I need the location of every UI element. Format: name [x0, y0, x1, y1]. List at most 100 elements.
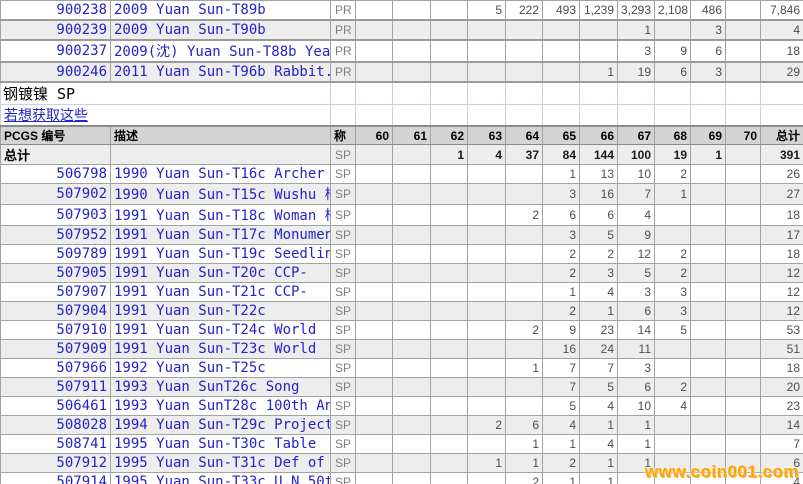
pcgs-number-link[interactable]: 507952	[56, 227, 107, 243]
description-link[interactable]: 1990 Yuan Sun-T16c Archer	[114, 166, 325, 182]
pcgs-number-link[interactable]: 507907	[56, 284, 107, 300]
pop-count-cell: 3	[617, 39, 655, 63]
pop-count-cell: 1	[579, 61, 618, 83]
pcgs-number-link[interactable]: 507914	[56, 474, 107, 484]
grade-designation-cell: PR	[330, 39, 356, 63]
description-link[interactable]: 1995 Yuan Sun-T31c Def of	[114, 455, 325, 471]
pcgs-number-link[interactable]: 508741	[56, 436, 107, 452]
description-link[interactable]: 2011 Yuan Sun-T96b Rabbit.	[114, 64, 331, 80]
row-total-cell: 18	[760, 39, 803, 63]
pop-count-cell: 6	[617, 377, 655, 397]
col-header-grade-66: 66	[579, 125, 618, 145]
watermark: www.coin001.com	[644, 462, 799, 481]
pop-count-cell: 4	[579, 282, 618, 302]
pop-count-cell	[690, 339, 726, 359]
pop-count-cell	[725, 0, 761, 21]
pop-count-cell	[355, 282, 393, 302]
description-link[interactable]: 1993 Yuan SunT28c 100th Ann	[114, 398, 331, 414]
description-link[interactable]: 2009(沈) Yuan Sun-T88b Year	[114, 44, 331, 60]
get-these-link[interactable]: 若想获取这些	[4, 108, 88, 124]
description-link[interactable]: 1991 Yuan Sun-T24c World	[114, 322, 317, 338]
pop-count-cell: 23	[579, 320, 618, 340]
pcgs-number-link[interactable]: 507911	[56, 379, 107, 395]
pop-count-cell	[505, 301, 543, 321]
description-link[interactable]: 1991 Yuan Sun-T19c Seedling	[114, 246, 331, 262]
pcgs-number-link[interactable]: 900239	[56, 22, 107, 38]
description-cell: 2009(沈) Yuan Sun-T88b Year	[110, 39, 331, 63]
description-link[interactable]: 1990 Yuan Sun-T15c Wushu 样	[114, 187, 331, 203]
description-link[interactable]: 1995 Yuan Sun-T33c U.N 50th	[114, 474, 331, 484]
pcgs-number-link[interactable]: 506461	[56, 398, 107, 414]
pcgs-number-link[interactable]: 900238	[56, 2, 107, 18]
pcgs-number-link[interactable]: 507909	[56, 341, 107, 357]
pcgs-number-link[interactable]: 507902	[56, 186, 107, 202]
link-cell: 若想获取这些	[0, 104, 331, 127]
pop-count-cell	[392, 225, 431, 245]
grade-designation-cell: SP	[330, 320, 356, 340]
description-cell: 1992 Yuan Sun-T25c	[110, 358, 331, 378]
pop-count-cell	[725, 415, 761, 435]
pop-count-cell	[690, 282, 726, 302]
pcgs-number-cell: 900246	[0, 61, 111, 83]
pcgs-number-link[interactable]: 506798	[56, 166, 107, 182]
pop-count-cell: 1	[617, 415, 655, 435]
empty-cell	[760, 81, 803, 105]
pop-count-cell	[392, 263, 431, 283]
pcgs-number-link[interactable]: 507905	[56, 265, 107, 281]
description-link[interactable]: 1995 Yuan Sun-T30c Table	[114, 436, 317, 452]
pcgs-number-link[interactable]: 507904	[56, 303, 107, 319]
pcgs-number-link[interactable]: 900237	[56, 43, 107, 59]
description-link[interactable]: 1991 Yuan Sun-T21c CCP-	[114, 284, 308, 300]
pop-count-cell	[355, 183, 393, 205]
pcgs-number-cell: 509789	[0, 244, 111, 264]
pcgs-number-link[interactable]: 507903	[56, 207, 107, 223]
pop-count-cell: 2	[505, 472, 543, 484]
pop-count-cell	[355, 472, 393, 484]
description-link[interactable]: 1991 Yuan Sun-T23c World	[114, 341, 317, 357]
empty-cell	[690, 104, 726, 127]
pop-count-cell	[392, 164, 431, 184]
description-link[interactable]: 1991 Yuan Sun-T22c	[114, 303, 266, 319]
grade-designation-cell: SP	[330, 339, 356, 359]
description-link[interactable]: 1993 Yuan SunT26c Song	[114, 379, 300, 395]
pop-count-cell	[392, 358, 431, 378]
grade-designation-cell: SP	[330, 472, 356, 484]
empty-cell	[392, 81, 431, 105]
pr-section-body: 900238 2009 Yuan Sun-T89b PR 5 222 493 1,239 3,…	[0, 0, 803, 83]
pop-count-cell	[467, 244, 506, 264]
pop-count-cell: 11	[617, 339, 655, 359]
empty-cell	[760, 104, 803, 127]
pop-count-cell	[467, 339, 506, 359]
grade-designation-cell: SP	[330, 434, 356, 454]
description-link[interactable]: 1991 Yuan Sun-T20c CCP-	[114, 265, 308, 281]
description-link[interactable]: 2009 Yuan Sun-T89b	[114, 2, 266, 18]
grade-designation-cell: SP	[330, 415, 356, 435]
column-header-row: PCGS 编号 描述称 60 61 62 63 64 65 66 67 68 69 70 总计	[0, 125, 803, 145]
pop-count-cell	[505, 244, 543, 264]
pcgs-number-link[interactable]: 509789	[56, 246, 107, 262]
pop-count-cell: 7	[579, 358, 618, 378]
pop-count-cell: 2	[654, 164, 691, 184]
pop-count-cell	[355, 415, 393, 435]
totals-pop-cell: 84	[542, 144, 580, 165]
pop-count-cell: 1	[654, 183, 691, 205]
pop-count-cell	[392, 472, 431, 484]
description-link[interactable]: 1991 Yuan Sun-T17c Monument	[114, 227, 331, 243]
pop-count-cell	[725, 320, 761, 340]
pop-count-cell	[579, 39, 618, 63]
description-link[interactable]: 1991 Yuan Sun-T18c Woman 样	[114, 208, 331, 224]
pcgs-number-link[interactable]: 507910	[56, 322, 107, 338]
description-link[interactable]: 1994 Yuan Sun-T29c Project	[114, 417, 331, 433]
pcgs-number-link[interactable]: 508028	[56, 417, 107, 433]
grade-designation-cell: PR	[330, 19, 356, 41]
col-header-grade-62: 62	[430, 125, 468, 145]
pcgs-number-link[interactable]: 900246	[56, 64, 107, 80]
pop-count-cell	[654, 434, 691, 454]
description-link[interactable]: 1992 Yuan Sun-T25c	[114, 360, 266, 376]
description-link[interactable]: 2009 Yuan Sun-T90b	[114, 22, 266, 38]
row-total-cell: 17	[760, 225, 803, 245]
pop-count-cell	[355, 19, 393, 41]
pcgs-number-link[interactable]: 507912	[56, 455, 107, 471]
description-cell: 1991 Yuan Sun-T24c World	[110, 320, 331, 340]
pcgs-number-link[interactable]: 507966	[56, 360, 107, 376]
